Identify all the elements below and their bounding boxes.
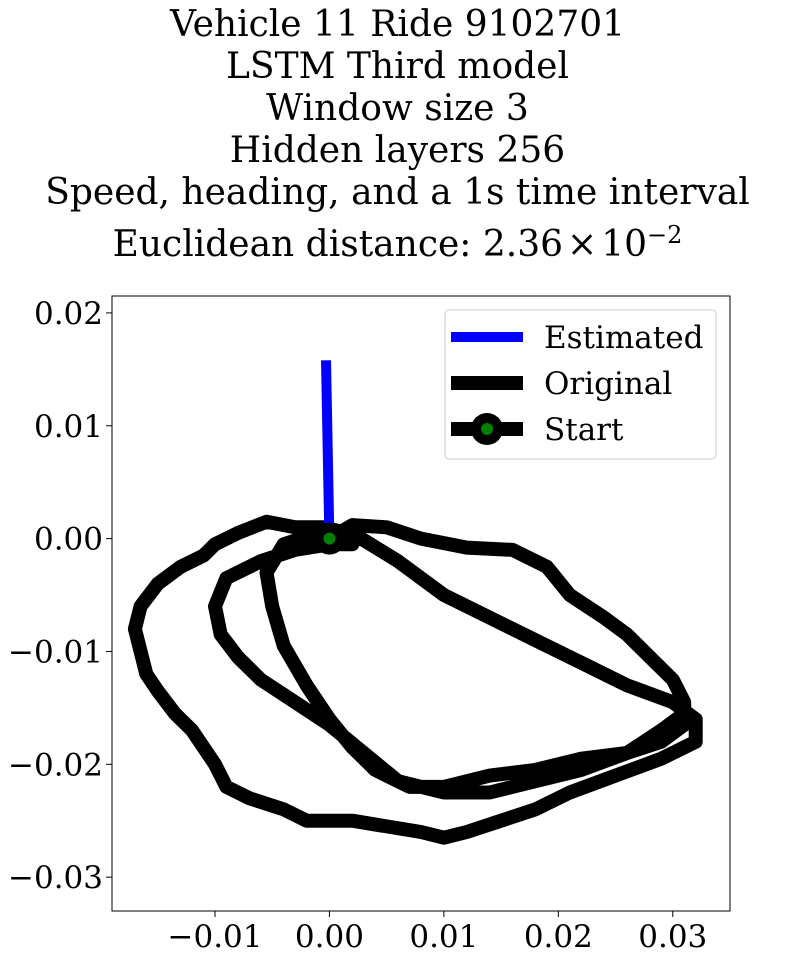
- title-line-4: Hidden layers 256: [229, 130, 566, 171]
- legend-start-marker-inner: [481, 423, 493, 435]
- y-tick-label: −0.02: [8, 747, 103, 783]
- series-estimated-line: [321, 360, 335, 539]
- x-tick-label: −0.01: [168, 919, 263, 955]
- x-tick-label: 0.02: [524, 919, 593, 955]
- y-tick-label: 0.01: [34, 409, 103, 445]
- y-tick-label: 0.02: [34, 296, 103, 332]
- legend: Estimated Original Start: [444, 309, 717, 460]
- y-axis: 0.02 0.01 0.00 −0.01 −0.02 −0.03: [8, 296, 112, 896]
- data-layer: [127, 360, 703, 845]
- y-tick-label: −0.01: [8, 634, 103, 670]
- title-distance-prefix: Euclidean distance:: [112, 224, 483, 265]
- y-tick-label: −0.03: [8, 860, 103, 896]
- x-tick-label: 0.00: [295, 919, 364, 955]
- title-line-1: Vehicle 11 Ride 9102701: [169, 4, 626, 45]
- legend-box: [444, 309, 717, 460]
- x-tick-label: 0.01: [409, 919, 478, 955]
- start-marker-inner: [323, 532, 336, 545]
- legend-start-label: Start: [544, 412, 624, 448]
- title-line-5: Speed, heading, and a 1s time interval: [45, 172, 750, 213]
- legend-estimated-label: Estimated: [544, 320, 703, 356]
- series-original-line: [127, 514, 703, 845]
- title-distance-exp: −2: [647, 221, 683, 249]
- plot-frame: [111, 295, 731, 912]
- x-tick-label: 0.03: [638, 919, 707, 955]
- title-line-3: Window size 3: [266, 88, 529, 129]
- legend-original-label: Original: [544, 366, 672, 402]
- title-distance-base: 10: [601, 224, 648, 265]
- y-tick-label: 0.00: [34, 522, 103, 558]
- title-distance-mantissa: 2.36: [482, 224, 564, 265]
- chart-title: Vehicle 11 Ride 9102701 LSTM Third model…: [0, 4, 795, 266]
- title-distance-times: ×: [567, 224, 598, 265]
- title-line-2: LSTM Third model: [226, 46, 569, 87]
- title-line-6: Euclidean distance: 2.36 × 10−2: [0, 214, 795, 266]
- x-axis: −0.01 0.00 0.01 0.02 0.03: [168, 911, 707, 955]
